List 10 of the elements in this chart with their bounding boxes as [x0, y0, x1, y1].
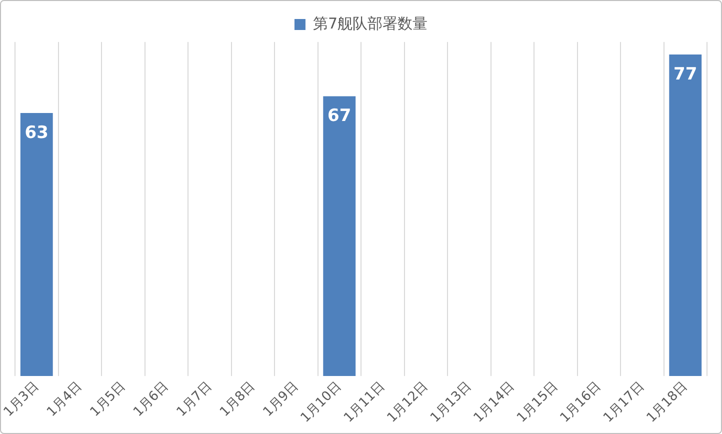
x-tick-label: 1月4日: [44, 379, 86, 420]
x-tick-label: 1月5日: [88, 379, 128, 420]
x-tick-label: 1月6日: [130, 379, 172, 420]
x-tick-label: 1月3日: [1, 379, 42, 420]
x-tick-label: 1月7日: [174, 379, 215, 420]
legend-label: 第7舰队部署数量: [312, 14, 428, 32]
x-tick-label: 1月8日: [217, 379, 258, 420]
data-label: 77: [674, 64, 698, 84]
data-label: 67: [328, 106, 352, 126]
data-label: 63: [24, 122, 48, 143]
